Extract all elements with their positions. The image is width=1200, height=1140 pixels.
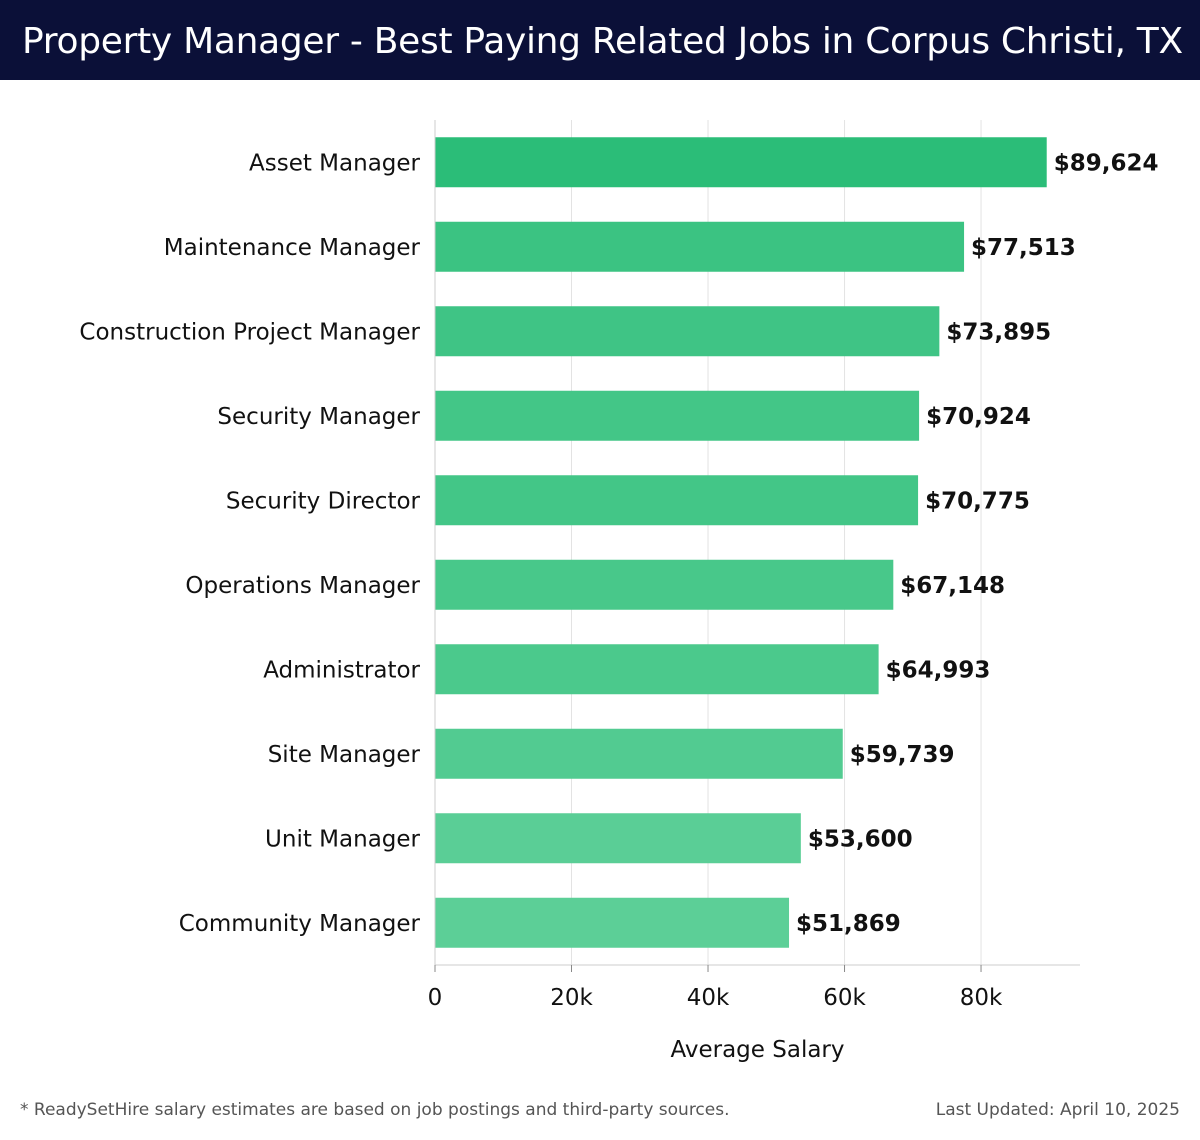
data-label: $64,993 — [886, 657, 991, 683]
bar — [435, 813, 801, 864]
x-tick-label: 80k — [960, 985, 1003, 1011]
data-label: $67,148 — [900, 573, 1005, 599]
category-label: Maintenance Manager — [164, 235, 421, 261]
footer-updated: Last Updated: April 10, 2025 — [935, 1100, 1180, 1120]
bar — [435, 559, 894, 610]
category-label: Operations Manager — [185, 573, 420, 599]
data-label: $70,775 — [925, 488, 1030, 514]
category-label: Unit Manager — [265, 826, 420, 852]
chart-title: Property Manager - Best Paying Related J… — [22, 21, 1183, 62]
data-label: $59,739 — [850, 742, 955, 768]
bar — [435, 221, 965, 272]
bar — [435, 897, 790, 948]
bar — [435, 137, 1047, 188]
category-label: Construction Project Manager — [79, 319, 420, 345]
data-label: $51,869 — [796, 911, 901, 937]
bar — [435, 475, 919, 526]
x-tick-label: 0 — [428, 985, 443, 1011]
category-label: Asset Manager — [249, 150, 421, 176]
category-label: Security Manager — [217, 404, 420, 430]
chart-header: Property Manager - Best Paying Related J… — [0, 0, 1200, 80]
data-label: $77,513 — [971, 235, 1076, 261]
data-label: $89,624 — [1054, 150, 1159, 176]
x-tick-label: 20k — [550, 985, 593, 1011]
x-tick-label: 60k — [823, 985, 866, 1011]
category-label: Community Manager — [179, 911, 421, 937]
footer-note: * ReadySetHire salary estimates are base… — [20, 1100, 730, 1120]
bar — [435, 306, 940, 357]
data-label: $73,895 — [946, 319, 1051, 345]
data-label: $70,924 — [926, 404, 1031, 430]
bar — [435, 390, 920, 441]
salary-bar-chart: Asset Manager $89,624 Maintenance Manager $… — [79, 120, 1159, 1063]
bar — [435, 728, 843, 779]
bar — [435, 644, 879, 695]
x-axis-title: Average Salary — [670, 1037, 844, 1063]
x-tick-label: 40k — [687, 985, 730, 1011]
category-label: Site Manager — [268, 742, 421, 768]
category-label: Security Director — [226, 488, 421, 514]
category-label: Administrator — [263, 657, 420, 683]
data-label: $53,600 — [808, 826, 913, 852]
